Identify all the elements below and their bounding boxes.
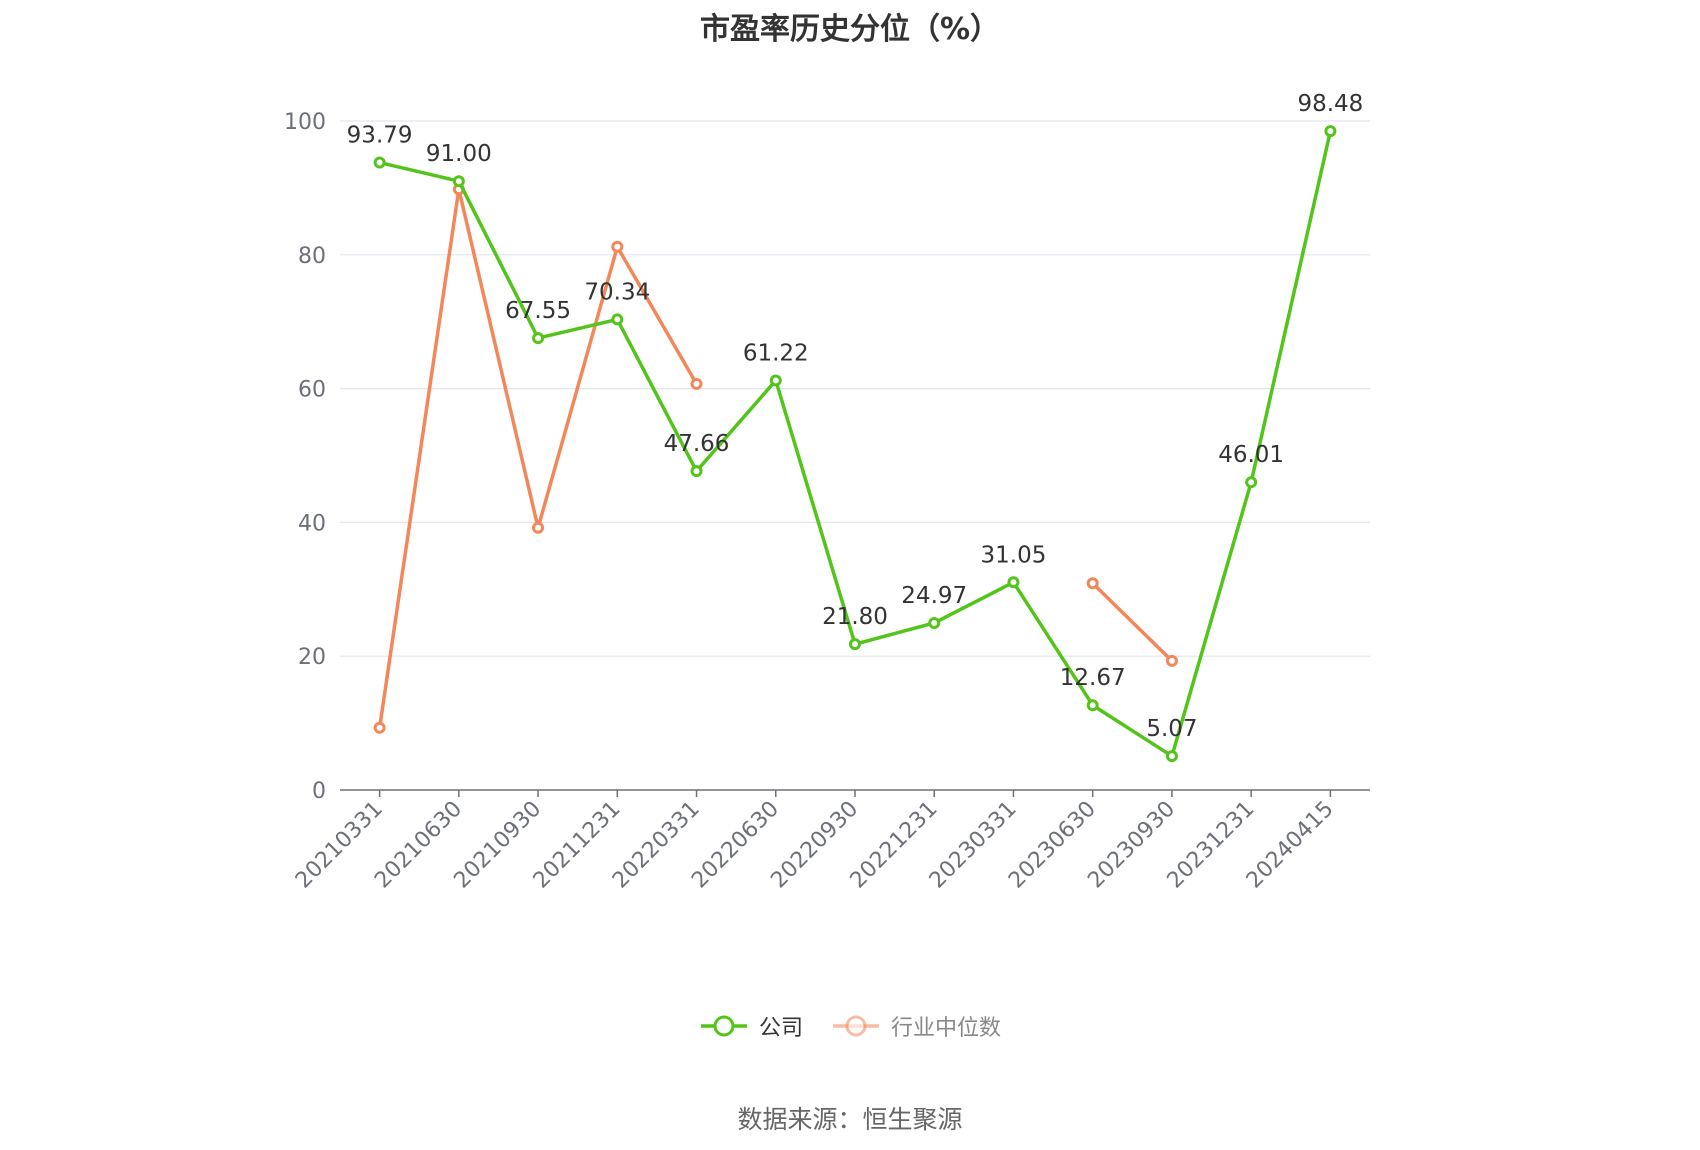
axes: 0204060801002021033120210630202109302021…	[284, 110, 1370, 893]
data-point[interactable]	[532, 332, 545, 345]
series-line	[1090, 581, 1174, 663]
legend-label: 公司	[758, 1016, 803, 1041]
y-tick-label: 20	[298, 645, 326, 670]
line-chart: 0204060801002021033120210630202109302021…	[284, 91, 1370, 893]
data-labels: 93.79 91.00 67.55 70.34 47.66 61.22 21.80 24.97…	[347, 91, 1364, 742]
data-label: 47.66	[664, 431, 730, 457]
data-point[interactable]	[373, 721, 386, 734]
data-label: 91.00	[426, 141, 492, 167]
legend-marker-icon	[833, 1015, 879, 1037]
data-point[interactable]	[690, 465, 703, 478]
data-point[interactable]	[1324, 125, 1337, 138]
data-point[interactable]	[1165, 654, 1178, 667]
data-point[interactable]	[1165, 750, 1178, 763]
legend-item[interactable]: 行业中位数	[831, 1010, 1001, 1042]
data-label: 24.97	[901, 583, 967, 609]
data-point[interactable]	[928, 616, 941, 629]
data-point[interactable]	[769, 374, 782, 387]
series-line	[377, 187, 699, 730]
data-label: 93.79	[347, 123, 413, 149]
y-tick-label: 80	[298, 244, 326, 269]
legend-marker-icon	[700, 1015, 747, 1037]
data-label: 70.34	[584, 279, 650, 305]
data-point[interactable]	[1086, 577, 1099, 590]
legend-label: 行业中位数	[891, 1016, 1002, 1041]
data-label: 31.05	[981, 542, 1047, 568]
data-point[interactable]	[690, 377, 703, 390]
chart-title: 市盈率历史分位（%）	[699, 12, 1001, 47]
data-point[interactable]	[1245, 476, 1258, 489]
data-point[interactable]	[1007, 576, 1020, 589]
y-tick-label: 40	[298, 511, 326, 536]
y-tick-label: 60	[298, 378, 326, 403]
y-tick-label: 0	[312, 779, 326, 804]
data-point[interactable]	[532, 521, 545, 534]
data-label: 46.01	[1218, 442, 1284, 468]
legend-item[interactable]: 公司	[699, 1010, 803, 1042]
data-label: 98.48	[1297, 91, 1363, 117]
data-point[interactable]	[611, 240, 624, 253]
grid-lines	[340, 120, 1370, 657]
series-line	[377, 129, 1333, 758]
data-label: 67.55	[505, 298, 571, 324]
data-point[interactable]	[849, 638, 861, 651]
data-source: 数据来源：恒生聚源	[737, 1105, 963, 1134]
data-point[interactable]	[611, 313, 624, 326]
data-label: 12.67	[1060, 665, 1126, 691]
x-tick-label: 20240415	[1242, 797, 1339, 894]
legend: 公司 行业中位数	[0, 1010, 1700, 1042]
data-label: 61.22	[743, 340, 809, 366]
y-tick-label: 100	[284, 110, 326, 135]
data-label: 5.07	[1146, 716, 1197, 742]
data-point[interactable]	[1086, 699, 1099, 712]
data-label: 21.80	[822, 604, 888, 630]
data-point[interactable]	[452, 175, 465, 188]
series-lines	[373, 125, 1337, 763]
data-point[interactable]	[373, 156, 386, 169]
